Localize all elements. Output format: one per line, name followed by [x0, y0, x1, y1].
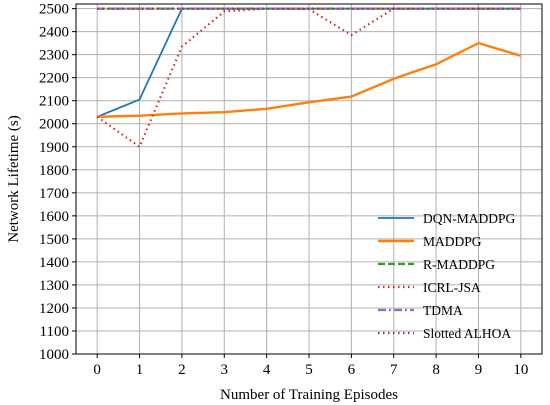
y-tick-label: 2000: [39, 117, 69, 133]
y-tick-label: 1500: [39, 232, 69, 248]
y-tick-label: 1000: [39, 347, 69, 363]
y-tick-label: 1800: [39, 163, 69, 179]
x-tick-label: 6: [348, 362, 356, 378]
y-tick-label: 2400: [39, 25, 69, 41]
legend-label: ICRL-JSA: [423, 280, 481, 295]
x-tick-label: 4: [263, 362, 271, 378]
x-tick-label: 7: [390, 362, 398, 378]
legend-label: Slotted ALHOA: [423, 326, 511, 341]
y-tick-label: 1300: [39, 278, 69, 294]
legend-label: TDMA: [423, 303, 463, 318]
y-tick-label: 1900: [39, 140, 69, 156]
series-lines: [96, 7, 522, 149]
x-tick-label: 3: [221, 362, 229, 378]
axis-ticks: 0 1 2 3 4 5 6 7 8 9 10 1000 1100 1200 1300 1400 1500 1600…: [39, 2, 528, 378]
y-tick-label: 2500: [39, 2, 69, 18]
y-tick-label: 1100: [40, 324, 69, 340]
x-tick-label: 10: [513, 362, 528, 378]
series-line-maddpg: [97, 41, 522, 118]
y-tick-label: 1700: [39, 186, 69, 202]
legend-label: DQN-MADDPG: [423, 211, 516, 226]
x-tick-label: 9: [475, 362, 483, 378]
y-axis-label: Network Lifetime (s): [6, 115, 22, 242]
x-axis-label: Number of Training Episodes: [220, 387, 398, 403]
x-tick-label: 1: [136, 362, 144, 378]
grid-lines: [76, 4, 542, 355]
y-tick-label: 2300: [39, 48, 69, 64]
y-tick-label: 2100: [39, 94, 69, 110]
y-tick-label: 1200: [39, 301, 69, 317]
x-tick-label: 5: [305, 362, 313, 378]
legend-label: R-MADDPG: [423, 257, 495, 272]
x-tick-label: 2: [178, 362, 186, 378]
y-tick-label: 1600: [39, 209, 69, 225]
y-tick-label: 1400: [39, 255, 69, 271]
legend-label: MADDPG: [423, 234, 482, 249]
legend: DQN-MADDPG MADDPG R-MADDPG ICRL-JSA TDMA Slot…: [378, 211, 516, 341]
x-tick-label: 0: [93, 362, 101, 378]
y-tick-label: 2200: [39, 71, 69, 87]
x-tick-label: 8: [432, 362, 440, 378]
